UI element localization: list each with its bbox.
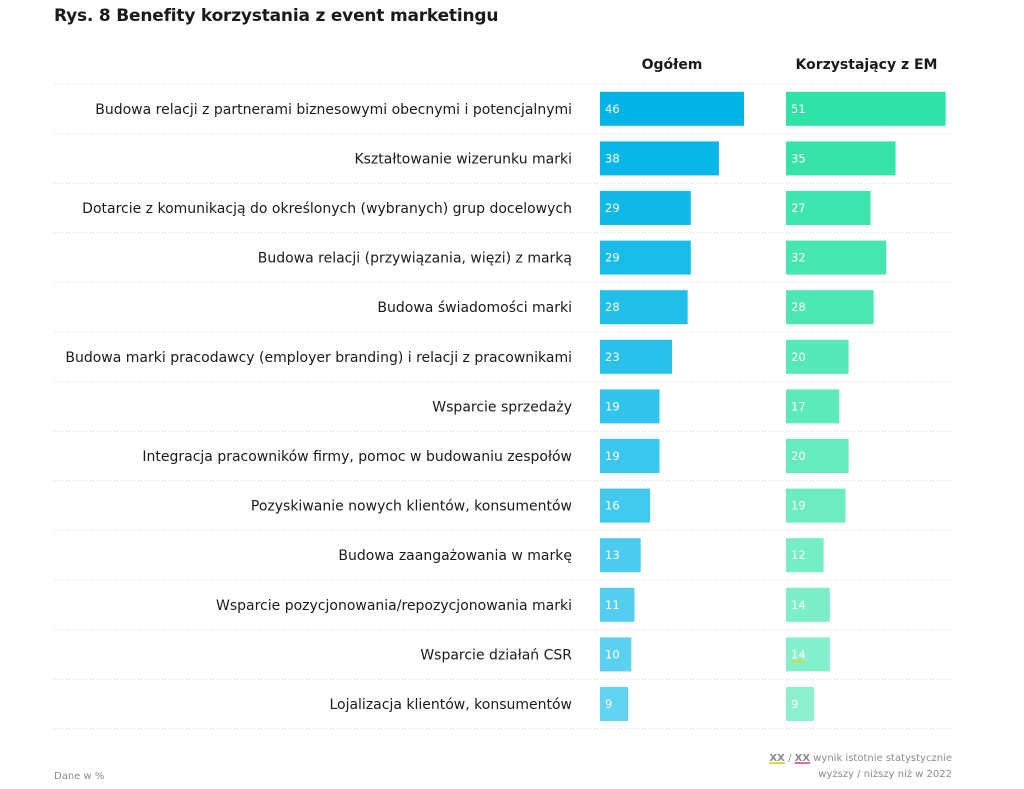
value-label: 20 <box>791 350 806 364</box>
legend-line1: wynik istotnie statystycznie <box>813 753 952 764</box>
bar-ogolem <box>600 637 632 672</box>
category-label: Budowa świadomości marki <box>377 300 572 316</box>
bar-ogolem <box>600 191 691 225</box>
category-label: Budowa relacji (przywiązania, więzi) z m… <box>258 251 572 267</box>
category-label: Dotarcie z komunikacją do określonych (w… <box>82 201 572 217</box>
value-label: 14 <box>791 598 806 612</box>
value-label: 20 <box>791 449 806 463</box>
legend-lower-marker: XX <box>794 753 811 764</box>
bar-korzystajacy <box>786 389 840 424</box>
value-label: 29 <box>605 201 620 215</box>
column-header-ogolem: Ogółem <box>641 57 703 73</box>
value-label: 46 <box>605 102 620 116</box>
value-label: 14 <box>791 647 806 661</box>
significance-legend: XX / XX wynik istotnie statystycznie wyż… <box>769 751 952 783</box>
bar-ogolem <box>600 290 688 325</box>
value-label: 27 <box>791 201 806 215</box>
value-label: 19 <box>605 449 620 463</box>
legend-separator: / <box>788 753 792 764</box>
bar-ogolem <box>600 488 651 523</box>
bar-korzystajacy <box>786 637 830 672</box>
value-label: 19 <box>791 499 806 513</box>
category-label: Wsparcie pozycjonowania/repozycjonowania… <box>216 598 572 614</box>
column-header-korzystajacy: Korzystający z EM <box>795 57 938 73</box>
bar-ogolem <box>600 339 672 374</box>
bar-ogolem <box>600 91 744 126</box>
chart-title: Rys. 8 Benefity korzystania z event mark… <box>54 6 499 26</box>
value-label: 10 <box>605 647 620 661</box>
value-label: 38 <box>605 151 620 165</box>
value-label: 11 <box>605 598 620 612</box>
bar-korzystajacy <box>786 290 874 325</box>
bar-korzystajacy <box>786 191 871 225</box>
value-label: 12 <box>791 548 806 562</box>
category-label: Lojalizacja klientów, konsumentów <box>329 697 572 713</box>
value-label: 29 <box>605 251 620 265</box>
bar-korzystajacy <box>786 240 887 275</box>
category-label: Pozyskiwanie nowych klientów, konsumentó… <box>251 499 572 515</box>
bar-ogolem <box>600 687 629 721</box>
bar-korzystajacy <box>786 687 815 721</box>
bar-ogolem <box>600 141 719 176</box>
bar-korzystajacy <box>786 339 849 374</box>
category-label: Wsparcie działań CSR <box>420 647 572 663</box>
bar-ogolem <box>600 538 641 573</box>
value-label: 23 <box>605 350 620 364</box>
value-label: 28 <box>791 300 806 314</box>
category-label: Wsparcie sprzedaży <box>432 399 572 415</box>
bar-korzystajacy <box>786 439 849 473</box>
value-label: 28 <box>605 300 620 314</box>
category-label: Budowa zaangażowania w markę <box>338 548 572 564</box>
value-label: 16 <box>605 499 620 513</box>
source-note: Dane w % <box>54 771 105 782</box>
bar-korzystajacy <box>786 91 946 126</box>
legend-line2: wyższy / niższy niż w 2022 <box>818 769 952 780</box>
value-label: 51 <box>791 102 806 116</box>
bar-ogolem <box>600 439 660 473</box>
bar-korzystajacy <box>786 538 824 573</box>
category-label: Budowa marki pracodawcy (employer brandi… <box>65 350 572 366</box>
value-label: 19 <box>605 399 620 413</box>
category-label: Integracja pracowników firmy, pomoc w bu… <box>142 449 572 465</box>
category-label: Kształtowanie wizerunku marki <box>354 151 572 167</box>
bar-ogolem <box>600 587 635 622</box>
bar-korzystajacy <box>786 141 896 176</box>
value-label: 13 <box>605 548 620 562</box>
bar-ogolem <box>600 389 660 424</box>
category-label: Budowa relacji z partnerami biznesowymi … <box>95 102 572 118</box>
value-label: 17 <box>791 399 806 413</box>
value-label: 35 <box>791 151 806 165</box>
value-label: 32 <box>791 251 806 265</box>
bar-korzystajacy <box>786 587 830 622</box>
value-label: 9 <box>605 697 612 711</box>
legend-higher-marker: XX <box>769 753 785 764</box>
bar-korzystajacy <box>786 488 846 523</box>
bar-ogolem <box>600 240 691 275</box>
value-label: 9 <box>791 697 798 711</box>
